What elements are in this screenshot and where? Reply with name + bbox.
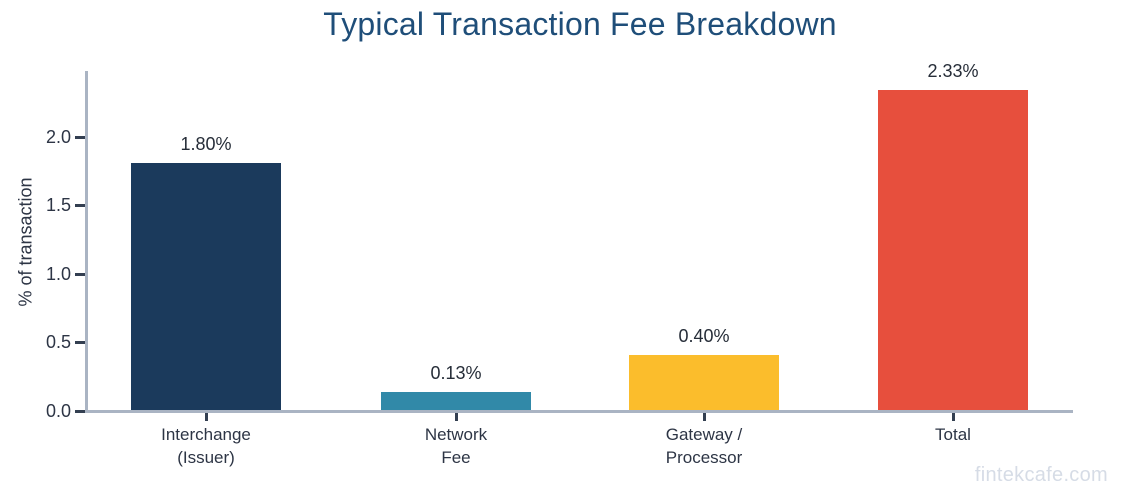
x-tick: [702, 413, 706, 421]
watermark-text: fintekcafe.com: [974, 464, 1108, 486]
bar-value-label: 0.40%: [678, 326, 730, 347]
bar: [131, 162, 281, 410]
x-tick-label: Network Fee: [424, 425, 488, 467]
x-axis-line: [85, 410, 1073, 413]
x-tick: [454, 413, 458, 421]
bar-value-label: 1.80%: [180, 133, 232, 154]
y-tick-label: 0.5: [45, 332, 71, 353]
x-tick: [951, 413, 955, 421]
bar-value-label: 2.33%: [927, 61, 979, 82]
chart-title: Typical Transaction Fee Breakdown: [323, 6, 837, 42]
y-tick-label: 2.0: [45, 126, 71, 147]
y-tick: [75, 410, 85, 413]
x-tick-label: Interchange (Issuer): [161, 425, 251, 467]
bar: [878, 90, 1028, 410]
bar: [629, 355, 779, 410]
y-axis-line: [85, 71, 88, 413]
x-tick: [204, 413, 208, 421]
x-tick-label: Total: [935, 425, 971, 444]
y-tick: [75, 204, 85, 208]
bar: [381, 392, 531, 410]
bar-value-label: 0.13%: [430, 363, 482, 384]
y-tick-label: 0.0: [45, 401, 71, 421]
y-tick: [75, 341, 85, 345]
x-tick-label: Gateway / Processor: [665, 425, 743, 467]
y-tick: [75, 135, 85, 139]
y-tick-label: 1.0: [45, 263, 71, 284]
y-tick: [75, 272, 85, 276]
y-tick-label: 1.5: [45, 195, 71, 216]
